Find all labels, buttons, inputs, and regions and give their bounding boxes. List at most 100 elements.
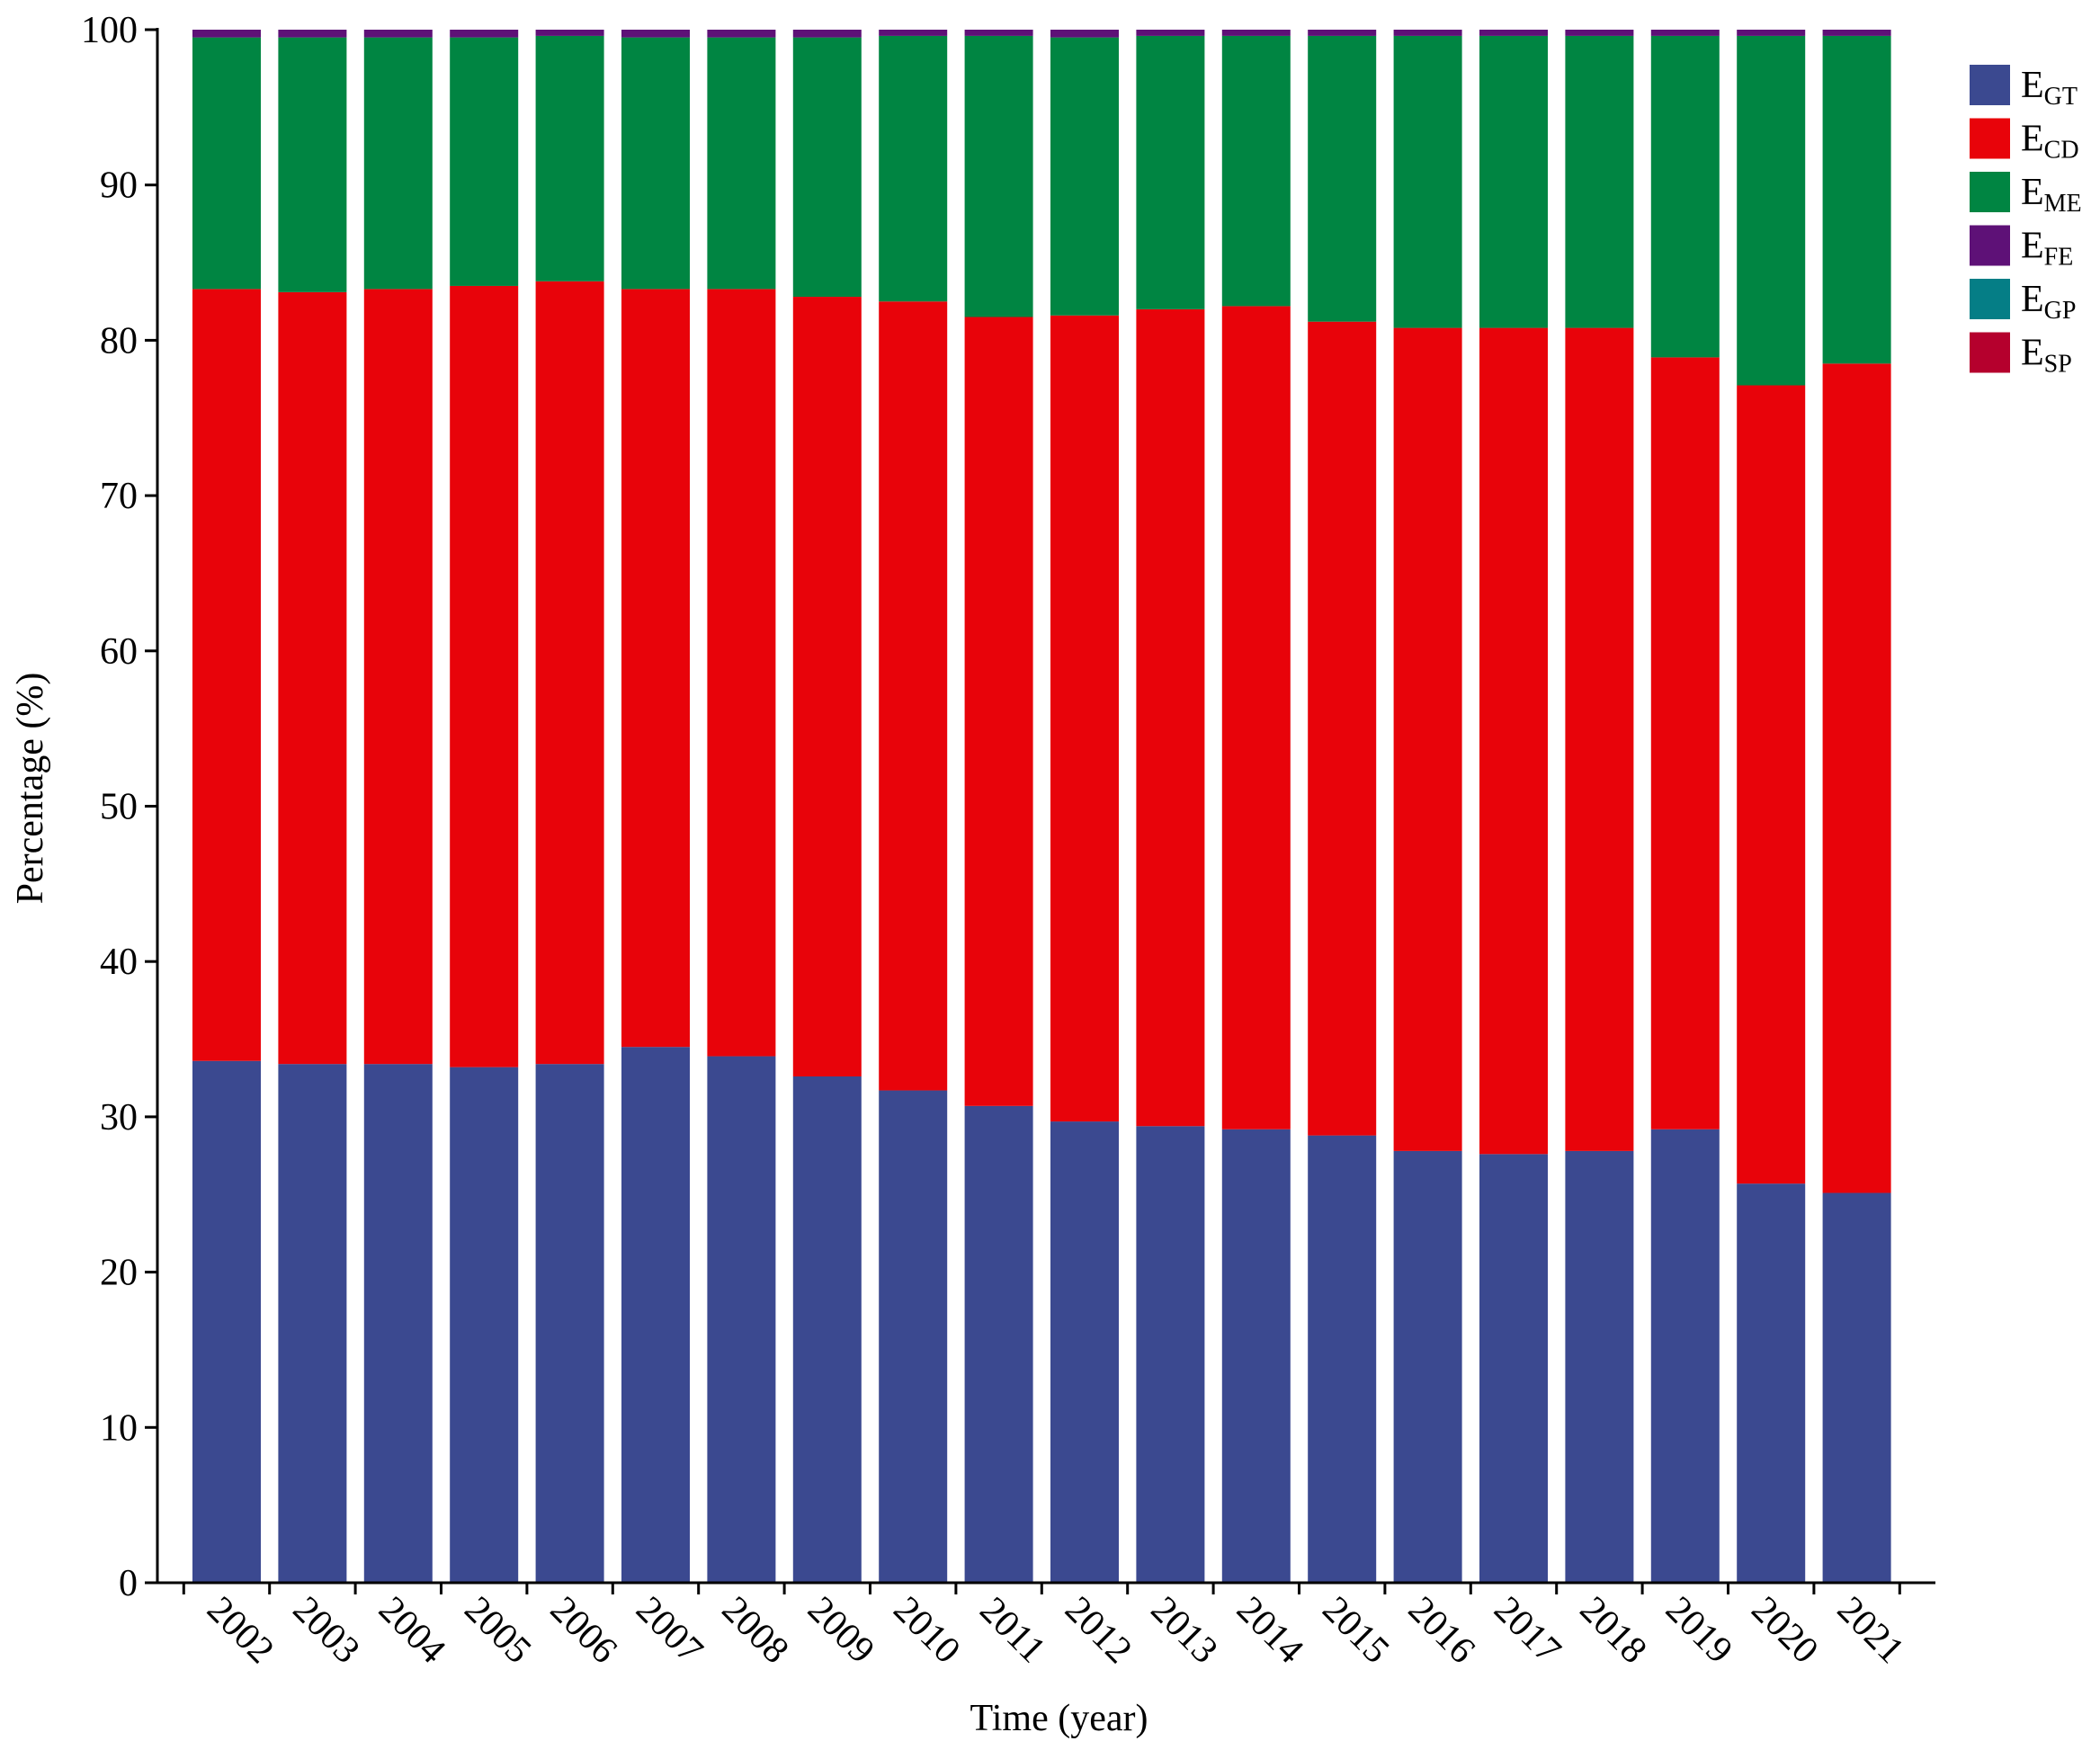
legend-swatch-cd [1970, 118, 2010, 159]
bar-segment-gt-2015 [1308, 1135, 1377, 1583]
bar-segment-gt-2013 [1136, 1126, 1205, 1583]
x-tick-label: 2012 [1057, 1589, 1139, 1672]
bar-segment-fe-2012 [1050, 30, 1119, 38]
bar-segment-cd-2002 [192, 289, 261, 1061]
legend-label-cd: ECD [2021, 119, 2079, 165]
x-tick-label: 2020 [1743, 1589, 1826, 1672]
legend: EGT ECD EME EFE EGP ESP [1970, 65, 2082, 379]
y-tick-label: 70 [100, 476, 138, 517]
bar-segment-gt-2020 [1737, 1183, 1806, 1583]
bar-segment-gt-2009 [792, 1076, 862, 1583]
bar-segment-gt-2021 [1822, 1192, 1891, 1583]
bar-segment-fe-2015 [1308, 30, 1377, 36]
y-tick-label: 80 [100, 320, 138, 362]
x-tick-label: 2019 [1658, 1589, 1740, 1672]
bar-segment-cd-2012 [1050, 315, 1119, 1122]
x-tick-label: 2013 [1143, 1589, 1226, 1672]
bar-segment-gt-2003 [278, 1064, 347, 1583]
bar-segment-fe-2014 [1221, 30, 1291, 36]
bar-segment-cd-2009 [792, 297, 862, 1076]
bar-segment-me-2016 [1393, 35, 1462, 328]
bar-segment-gt-2014 [1221, 1129, 1291, 1583]
bar-segment-fe-2010 [879, 30, 948, 36]
x-tick-label: 2017 [1486, 1589, 1568, 1672]
x-tick-label: 2007 [628, 1589, 710, 1672]
x-tick-label: 2011 [971, 1589, 1053, 1671]
bar-segment-fe-2021 [1822, 30, 1891, 36]
bar-segment-gt-2011 [964, 1105, 1033, 1583]
bar-segment-cd-2003 [278, 291, 347, 1065]
x-tick-label: 2016 [1400, 1589, 1483, 1672]
bar-segment-gt-2017 [1479, 1154, 1548, 1583]
bar-segment-cd-2005 [450, 285, 519, 1067]
bar-segment-cd-2021 [1822, 363, 1891, 1193]
bar-segment-me-2017 [1479, 35, 1548, 328]
bar-segment-me-2008 [707, 37, 776, 290]
y-tick-label: 40 [100, 942, 138, 983]
bar-segment-me-2012 [1050, 37, 1119, 316]
bar-segment-fe-2007 [621, 30, 690, 38]
bar-segment-cd-2013 [1136, 308, 1205, 1127]
bar-segment-me-2014 [1221, 35, 1291, 307]
bar-segment-cd-2016 [1393, 327, 1462, 1151]
bar-segment-me-2004 [363, 37, 433, 290]
bar-segment-cd-2015 [1308, 321, 1377, 1136]
y-tick-label: 60 [100, 631, 138, 673]
bar-segment-me-2021 [1822, 35, 1891, 364]
legend-label-gp: EGP [2021, 279, 2076, 325]
x-tick-label: 2010 [885, 1589, 968, 1672]
y-tick-label: 0 [119, 1563, 138, 1604]
bar-segment-gt-2018 [1565, 1150, 1634, 1583]
bar-segment-me-2020 [1737, 35, 1806, 386]
legend-label-me: EME [2021, 172, 2082, 218]
bar-segment-gt-2019 [1650, 1129, 1720, 1583]
x-tick-label: 2021 [1829, 1589, 1912, 1672]
x-tick-label: 2005 [456, 1589, 539, 1672]
y-tick-label: 90 [100, 165, 138, 207]
bar-segment-fe-2016 [1393, 30, 1462, 36]
y-tick-label: 30 [100, 1097, 138, 1138]
x-tick-label: 2015 [1314, 1589, 1397, 1672]
bar-segment-gt-2004 [363, 1064, 433, 1583]
bar-segment-me-2009 [792, 37, 862, 298]
bar-segment-fe-2017 [1479, 30, 1548, 36]
bars-layer [192, 30, 1891, 1583]
bar-segment-gt-2007 [621, 1047, 690, 1583]
bar-segment-cd-2007 [621, 289, 690, 1048]
bar-segment-gt-2005 [450, 1067, 519, 1583]
legend-swatch-me [1970, 172, 2010, 212]
bar-segment-cd-2019 [1650, 357, 1720, 1130]
bar-segment-me-2018 [1565, 35, 1634, 328]
bar-segment-cd-2010 [879, 301, 948, 1091]
legend-swatch-fe [1970, 225, 2010, 266]
bar-segment-fe-2002 [192, 30, 261, 38]
bar-segment-cd-2006 [535, 281, 604, 1065]
bar-segment-gt-2002 [192, 1060, 261, 1583]
x-tick-label: 2006 [542, 1589, 625, 1672]
bar-segment-cd-2017 [1479, 327, 1548, 1155]
x-tick-label: 2002 [199, 1589, 281, 1672]
bar-segment-me-2005 [450, 37, 519, 286]
y-tick-label: 100 [81, 10, 138, 51]
bar-segment-gt-2016 [1393, 1150, 1462, 1583]
bar-segment-fe-2008 [707, 30, 776, 38]
bar-segment-me-2015 [1308, 35, 1377, 322]
bar-segment-me-2003 [278, 37, 347, 292]
bar-segment-gt-2010 [879, 1090, 948, 1583]
bar-segment-gt-2008 [707, 1056, 776, 1583]
legend-swatch-gp [1970, 279, 2010, 319]
y-axis-title: Percentage (%) [10, 673, 51, 905]
bar-segment-fe-2019 [1650, 30, 1720, 36]
y-tick-label: 20 [100, 1253, 138, 1294]
bar-segment-me-2013 [1136, 35, 1205, 309]
x-tick-label: 2018 [1572, 1589, 1655, 1672]
legend-swatch-gt [1970, 65, 2010, 105]
x-tick-label: 2004 [371, 1589, 453, 1672]
legend-swatch-sp [1970, 332, 2010, 373]
bar-segment-cd-2020 [1737, 385, 1806, 1184]
x-axis-title: Time (year) [970, 1698, 1148, 1739]
bar-segment-me-2019 [1650, 35, 1720, 358]
legend-label-sp: ESP [2021, 333, 2072, 379]
bar-segment-cd-2008 [707, 289, 776, 1057]
bar-segment-cd-2018 [1565, 327, 1634, 1151]
